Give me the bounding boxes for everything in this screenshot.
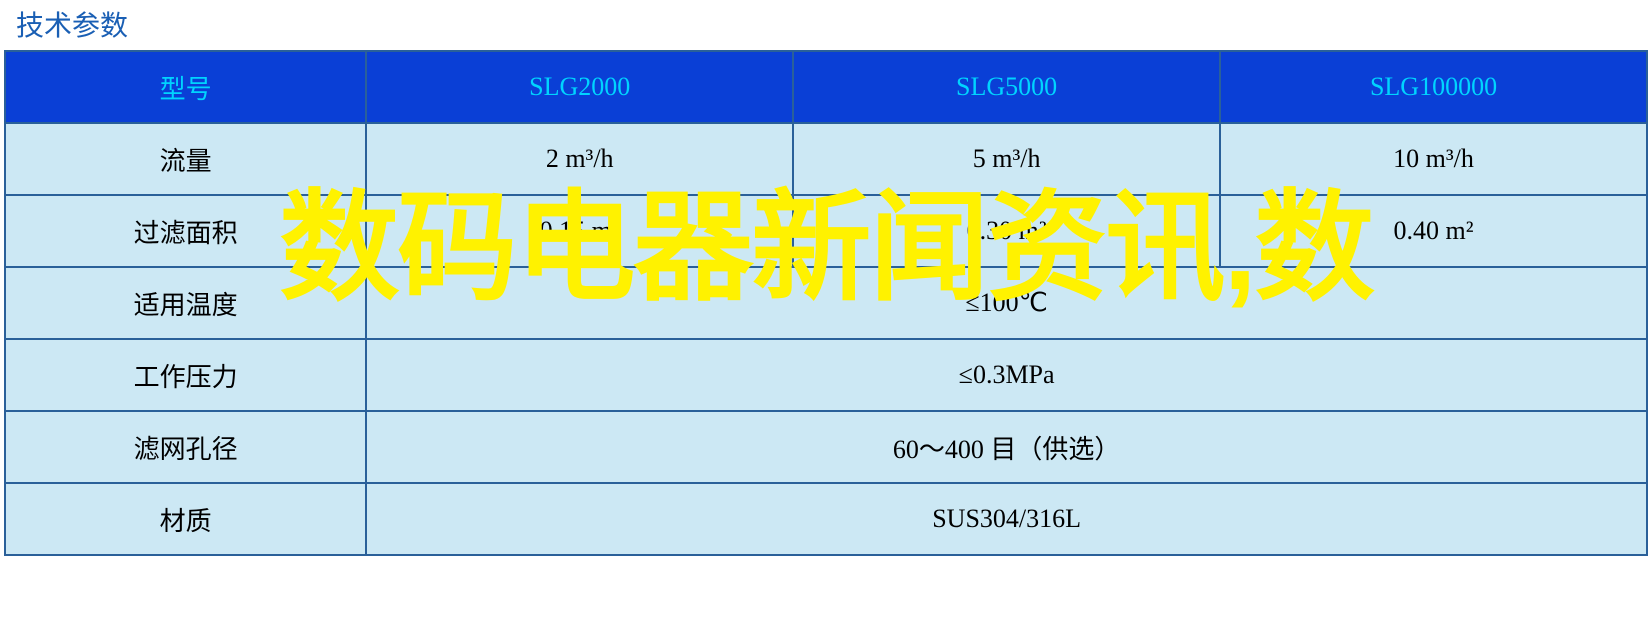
cell-flow-1: 2 m³/h xyxy=(366,123,793,195)
row-material: 材质 SUS304/316L xyxy=(5,483,1647,555)
spec-table: 型号 SLG2000 SLG5000 SLG100000 流量 2 m³/h 5… xyxy=(4,50,1648,556)
row-temp: 适用温度 ≤100℃ xyxy=(5,267,1647,339)
cell-flow-2: 5 m³/h xyxy=(793,123,1220,195)
label-flow: 流量 xyxy=(5,123,366,195)
cell-material: SUS304/316L xyxy=(366,483,1647,555)
header-col3: SLG100000 xyxy=(1220,51,1647,123)
row-area: 过滤面积 0.15 m² 0.30 m² 0.40 m² xyxy=(5,195,1647,267)
label-material: 材质 xyxy=(5,483,366,555)
section-title: 技术参数 xyxy=(4,4,1648,44)
row-mesh: 滤网孔径 60～400 目（供选） xyxy=(5,411,1647,483)
row-pressure: 工作压力 ≤0.3MPa xyxy=(5,339,1647,411)
header-col2: SLG5000 xyxy=(793,51,1220,123)
header-model-label: 型号 xyxy=(5,51,366,123)
label-mesh: 滤网孔径 xyxy=(5,411,366,483)
label-temp: 适用温度 xyxy=(5,267,366,339)
cell-area-1: 0.15 m² xyxy=(366,195,793,267)
cell-temp: ≤100℃ xyxy=(366,267,1647,339)
cell-pressure: ≤0.3MPa xyxy=(366,339,1647,411)
cell-area-3: 0.40 m² xyxy=(1220,195,1647,267)
cell-flow-3: 10 m³/h xyxy=(1220,123,1647,195)
row-flow: 流量 2 m³/h 5 m³/h 10 m³/h xyxy=(5,123,1647,195)
header-row: 型号 SLG2000 SLG5000 SLG100000 xyxy=(5,51,1647,123)
label-pressure: 工作压力 xyxy=(5,339,366,411)
cell-area-2: 0.30 m² xyxy=(793,195,1220,267)
cell-mesh: 60～400 目（供选） xyxy=(366,411,1647,483)
table-container: 型号 SLG2000 SLG5000 SLG100000 流量 2 m³/h 5… xyxy=(4,50,1648,556)
header-col1: SLG2000 xyxy=(366,51,793,123)
label-area: 过滤面积 xyxy=(5,195,366,267)
